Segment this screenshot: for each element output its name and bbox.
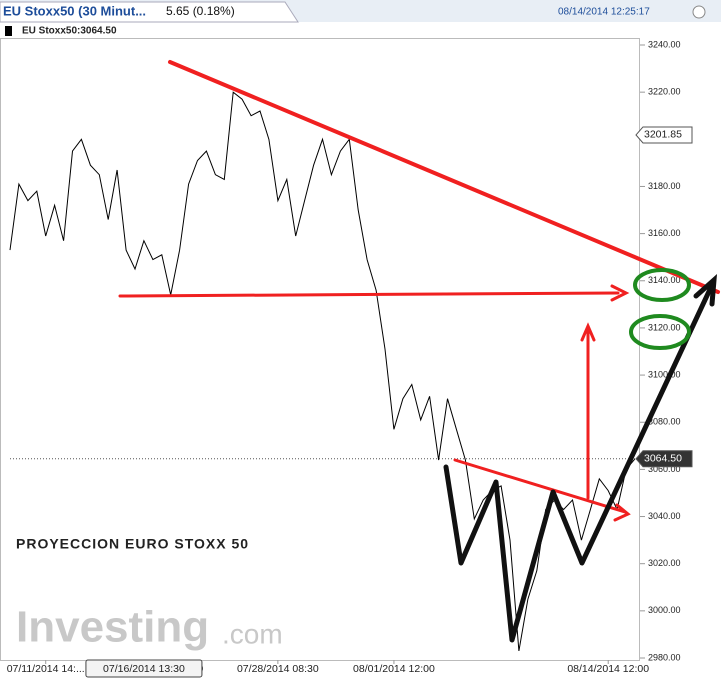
- timestamp: 08/14/2014 12:25:17: [558, 7, 650, 18]
- y-tick-label: 3120.00: [648, 322, 681, 332]
- x-tick-label: 07/11/2014 14:...: [7, 663, 85, 675]
- y-tick-label: 2980.00: [648, 652, 681, 662]
- arrow-head: [613, 503, 631, 522]
- legend-swatch: [5, 26, 12, 36]
- arrow-head: [693, 273, 718, 307]
- y-tick-label: 3040.00: [648, 511, 681, 521]
- x-tick-label: 07/28/2014 08:30: [237, 663, 319, 675]
- y-tick-label: 3080.00: [648, 417, 681, 427]
- trend-line: [168, 60, 720, 294]
- support-line: [118, 291, 620, 298]
- price-marker: [635, 450, 693, 468]
- arrow-head: [610, 284, 630, 302]
- price-line: [9, 91, 636, 651]
- watermark: Investing: [16, 603, 209, 652]
- x-tick-label: 08/01/2014 12:00: [353, 663, 435, 675]
- y-tick-label: 3220.00: [648, 87, 681, 97]
- target-circle: [629, 314, 691, 350]
- y-tick-label: 3140.00: [648, 275, 681, 285]
- y-tick-label: 3180.00: [648, 181, 681, 191]
- watermark-suffix: .com: [222, 618, 283, 649]
- y-tick-label: 3100.00: [648, 369, 681, 379]
- neck-line: [453, 458, 627, 514]
- x-tick-label: 08/14/2014 12:00: [567, 663, 649, 675]
- arrow-head: [580, 322, 596, 342]
- price-marker: [635, 126, 693, 144]
- price-marker-label: 3064.50: [644, 453, 682, 465]
- pattern-line: [443, 282, 715, 643]
- title-tab: [0, 1, 299, 23]
- y-tick-label: 3240.00: [648, 39, 681, 49]
- close-button[interactable]: [692, 5, 706, 19]
- plot: 2980.00 3000.00 3020.00 3040.00 3060.00 3080.…: [7, 39, 693, 678]
- x-tick-label: 07/16/2014 13:30: [103, 663, 185, 675]
- annotation: PROYECCION EURO STOXX 50: [16, 536, 249, 552]
- y-tick-label: 3020.00: [648, 558, 681, 568]
- x-tick-highlight: [85, 659, 203, 678]
- price-marker-label: 3201.85: [644, 129, 682, 141]
- drawings: [118, 60, 720, 643]
- y-tick-label: 3000.00: [648, 605, 681, 615]
- target-circle: [633, 268, 691, 302]
- plot-frame: [0, 38, 640, 661]
- legend: EU Stoxx50:3064.50: [22, 26, 117, 37]
- y-tick-label: 3060.00: [648, 464, 681, 474]
- y-tick-label: 3160.00: [648, 228, 681, 238]
- change: 5.65 (0.18%): [166, 4, 235, 18]
- chart-title: EU Stoxx50 (30 Minut...: [3, 3, 146, 18]
